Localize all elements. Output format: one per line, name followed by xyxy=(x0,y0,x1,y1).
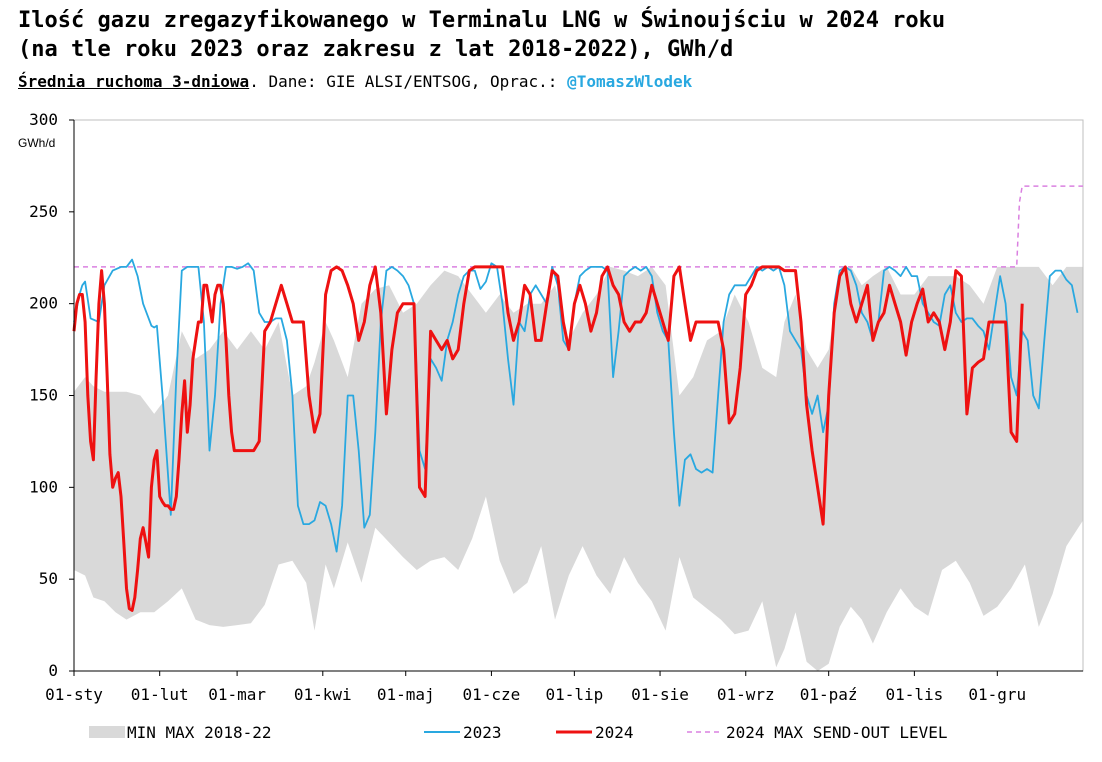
y-tick-label: 50 xyxy=(39,569,58,588)
x-tick-label: 01-lut xyxy=(131,685,189,704)
title-line-1: Ilość gazu zregazyfikowanego w Terminalu… xyxy=(18,8,946,33)
subtitle-moving-average: Średnia ruchoma 3-dniowa xyxy=(18,72,250,91)
y-tick-label: 0 xyxy=(48,661,58,680)
author-handle-link[interactable]: @TomaszWlodek xyxy=(567,72,693,91)
x-tick-label: 01-sie xyxy=(631,685,689,704)
x-tick-label: 01-maj xyxy=(377,685,435,704)
x-tick-label: 01-sty xyxy=(45,685,103,704)
x-tick-label: 01-mar xyxy=(208,685,266,704)
y-tick-label: 300 xyxy=(29,110,58,129)
max-send-out-level-line xyxy=(74,185,1083,268)
x-tick-label: 01-paź xyxy=(800,685,858,704)
x-tick-label: 01-gru xyxy=(968,685,1026,704)
subtitle-source: . Dane: GIE ALSI/ENTSOG, Oprac.: xyxy=(249,72,568,91)
chart-subtitle: Średnia ruchoma 3-dniowa. Dane: GIE ALSI… xyxy=(18,71,692,93)
title-line-2: (na tle roku 2023 oraz zakresu z lat 201… xyxy=(18,37,734,62)
series-lines-layer xyxy=(72,185,1083,612)
axes-layer: 0 50 100 150 200 250 300 GWh/d 01-sty 01-lut 01-ma… xyxy=(18,110,1083,704)
x-tick-label: 01-cze xyxy=(463,685,521,704)
legend-label-min-max: MIN MAX 2018-22 xyxy=(127,723,272,742)
y-tick-label: 200 xyxy=(29,294,58,313)
legend-layer: MIN MAX 2018-22 2023 2024 2024 MAX SEND-OUT… xyxy=(89,723,948,742)
legend-label-2024: 2024 xyxy=(595,723,634,742)
series-2024-line xyxy=(72,265,1024,612)
legend-swatch-min-max xyxy=(89,726,125,738)
x-tick-label: 01-kwi xyxy=(294,685,352,704)
chart-title: Ilość gazu zregazyfikowanego w Terminalu… xyxy=(18,6,945,64)
x-tick-label: 01-lip xyxy=(545,685,603,704)
legend-label-2023: 2023 xyxy=(463,723,502,742)
y-tick-label: 100 xyxy=(29,477,58,496)
y-axis-unit-label: GWh/d xyxy=(18,136,55,150)
y-tick-label: 250 xyxy=(29,202,58,221)
y-tick-label: 150 xyxy=(29,386,58,405)
x-tick-label: 01-lis xyxy=(885,685,943,704)
x-tick-label: 01-wrz xyxy=(717,685,775,704)
legend-label-max-send-out: 2024 MAX SEND-OUT LEVEL xyxy=(726,723,948,742)
